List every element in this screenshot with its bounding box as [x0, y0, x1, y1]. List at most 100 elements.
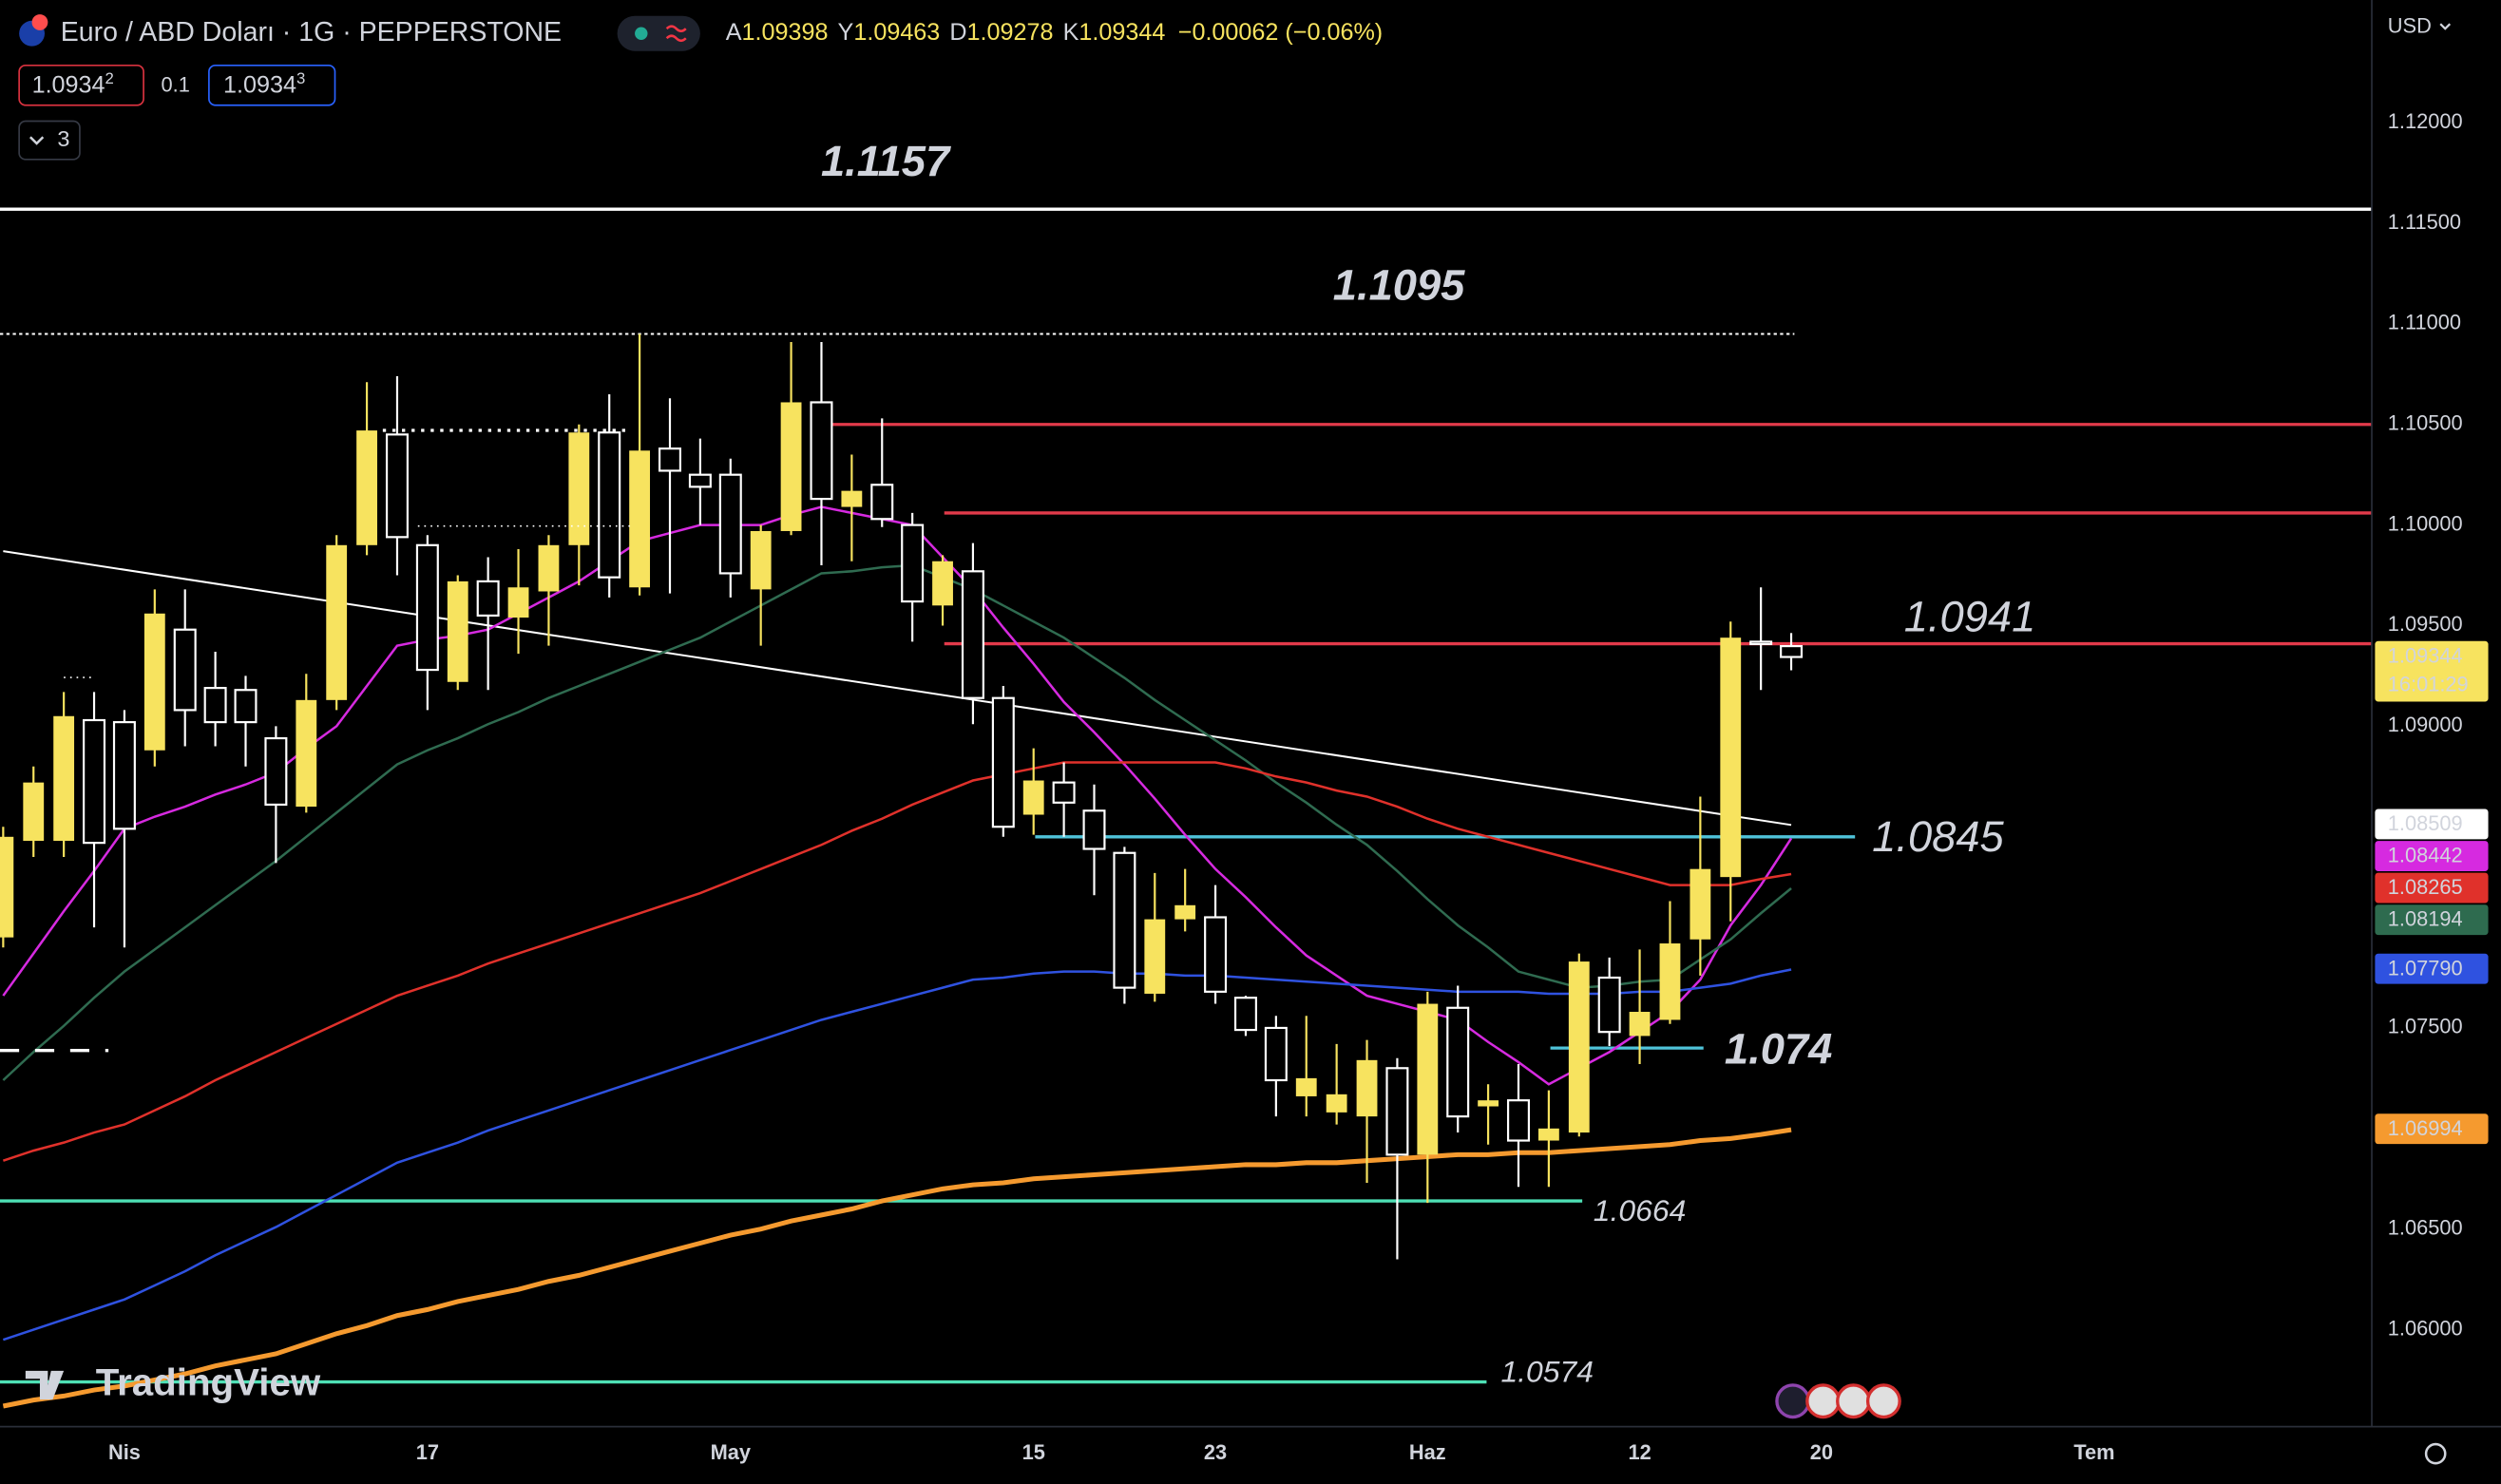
- x-tick-label: 23: [1204, 1440, 1227, 1464]
- candle-body: [1356, 1059, 1378, 1117]
- candle-body: [961, 570, 984, 699]
- level-label: 1.0941: [1904, 593, 2036, 641]
- x-tick-label: 12: [1628, 1440, 1651, 1464]
- candle-body: [1052, 781, 1076, 804]
- level-label: 1.1157: [821, 137, 951, 185]
- y-tick-label: 1.07500: [2388, 1015, 2463, 1038]
- chevron: [29, 136, 45, 145]
- x-tick-label: 20: [1810, 1440, 1833, 1464]
- ohlc-value: 1.09463: [853, 19, 940, 46]
- candle-body: [629, 450, 651, 588]
- candle-body: [447, 580, 468, 682]
- candle-body: [1385, 1067, 1409, 1156]
- y-tick-label: 1.11500: [2388, 210, 2461, 234]
- y-tick-label: 1.09000: [2388, 713, 2463, 736]
- candle-body: [932, 561, 953, 606]
- candle-body: [356, 430, 377, 545]
- candle-body: [1326, 1094, 1347, 1113]
- candle-body: [507, 587, 529, 618]
- x-tick-label: Nis: [108, 1440, 141, 1464]
- candle-body: [1174, 904, 1196, 920]
- ohlc-prefix: K: [1063, 19, 1079, 46]
- event-icon[interactable]: [1865, 1383, 1901, 1419]
- candle-body: [1022, 780, 1044, 815]
- indicators-count: 3: [57, 126, 69, 151]
- trendline: [3, 550, 1792, 827]
- time-axis: [0, 1426, 2501, 1484]
- ohlc-value: 1.09398: [742, 19, 829, 46]
- moving-average: [2, 968, 1792, 1341]
- price-tag: [2375, 872, 2489, 904]
- candle-body: [1417, 1003, 1439, 1155]
- x-tick-label: May: [711, 1440, 751, 1464]
- candle-body: [1597, 976, 1621, 1034]
- y-tick-label: 1.06000: [2388, 1316, 2463, 1340]
- event-icon[interactable]: [1836, 1383, 1871, 1419]
- ohlc-change: −0.00062 (−0.06%): [1178, 19, 1383, 46]
- candle-body: [901, 523, 925, 603]
- y-tick-label: 1.10500: [2388, 411, 2463, 435]
- event-icon[interactable]: [1805, 1383, 1842, 1419]
- level-label: 1.0574: [1500, 1355, 1594, 1389]
- countdown: 16:01:29: [2388, 672, 2469, 695]
- indicators-toggle[interactable]: [18, 120, 81, 161]
- sell-price[interactable]: 1.09342: [32, 69, 114, 98]
- status-dot: [635, 27, 648, 40]
- level-label: 1.0845: [1872, 812, 2004, 861]
- price-tag-label: 1.07790: [2388, 956, 2463, 980]
- ohlc-prefix: A: [726, 19, 742, 46]
- y-tick-label: 1.10000: [2388, 511, 2463, 535]
- candle-body: [143, 613, 165, 751]
- current-price-label: 1.09344: [2388, 643, 2463, 667]
- candle-body: [1749, 640, 1773, 646]
- candle-body: [1690, 868, 1711, 940]
- candle-body: [1720, 637, 1742, 878]
- candle-body: [1113, 851, 1136, 989]
- candle-body: [810, 401, 833, 501]
- candle-body: [718, 473, 742, 575]
- status-icon: [665, 25, 687, 43]
- candle-body: [1478, 1100, 1499, 1107]
- symbol-title[interactable]: Euro / ABD Doları · 1G · PEPPERSTONE: [61, 17, 562, 48]
- price-tag: [2375, 904, 2489, 936]
- buy-button[interactable]: [208, 64, 336, 106]
- price-tag-label: 1.08194: [2388, 907, 2463, 931]
- level-label: 1.1095: [1333, 261, 1465, 310]
- symbol-flag: [31, 14, 48, 30]
- candle-body: [1629, 1012, 1651, 1037]
- level-label: 1.074: [1725, 1024, 1832, 1073]
- moving-average: [2, 563, 1792, 1081]
- candle-body: [53, 715, 75, 842]
- status-pill[interactable]: [617, 15, 700, 51]
- candle-body: [0, 836, 14, 938]
- candle-body: [234, 689, 258, 724]
- buy-price[interactable]: 1.09343: [223, 69, 305, 98]
- settings-icon[interactable]: [2424, 1442, 2447, 1465]
- candle-body: [658, 447, 682, 472]
- sell-button[interactable]: [18, 64, 144, 106]
- candle-body: [23, 782, 45, 842]
- moving-average: [2, 761, 1792, 1162]
- y-tick-label: 1.11000: [2388, 311, 2461, 334]
- x-tick-label: 15: [1022, 1440, 1045, 1464]
- candle-body: [1506, 1099, 1531, 1142]
- chevron: [2439, 23, 2452, 30]
- watermark-logo: [25, 1370, 65, 1400]
- ohlc-prefix: D: [949, 19, 966, 46]
- ohlc-prefix: Y: [838, 19, 854, 46]
- ohlc: A1.09398 Y1.09463 D1.09278 K1.09344 −0.00062…: [726, 19, 1383, 46]
- candle-body: [1446, 1006, 1470, 1118]
- candle-body: [688, 473, 712, 488]
- y-tick-label: 1.09500: [2388, 612, 2463, 636]
- candle-body: [326, 544, 348, 700]
- y-tick-label: 1.12000: [2388, 109, 2463, 133]
- event-icon[interactable]: [1775, 1383, 1811, 1419]
- plot-area: 1.1157 1.1095 1.0941 1.0845 1.074 1.0664 1.057…: [0, 137, 2373, 1409]
- currency[interactable]: USD: [2388, 13, 2432, 37]
- x-tick-label: 17: [416, 1440, 439, 1464]
- x-tick-label: Tem: [2073, 1440, 2114, 1464]
- candle-body: [568, 432, 590, 545]
- candle-body: [991, 696, 1015, 828]
- candle-body: [1780, 644, 1804, 658]
